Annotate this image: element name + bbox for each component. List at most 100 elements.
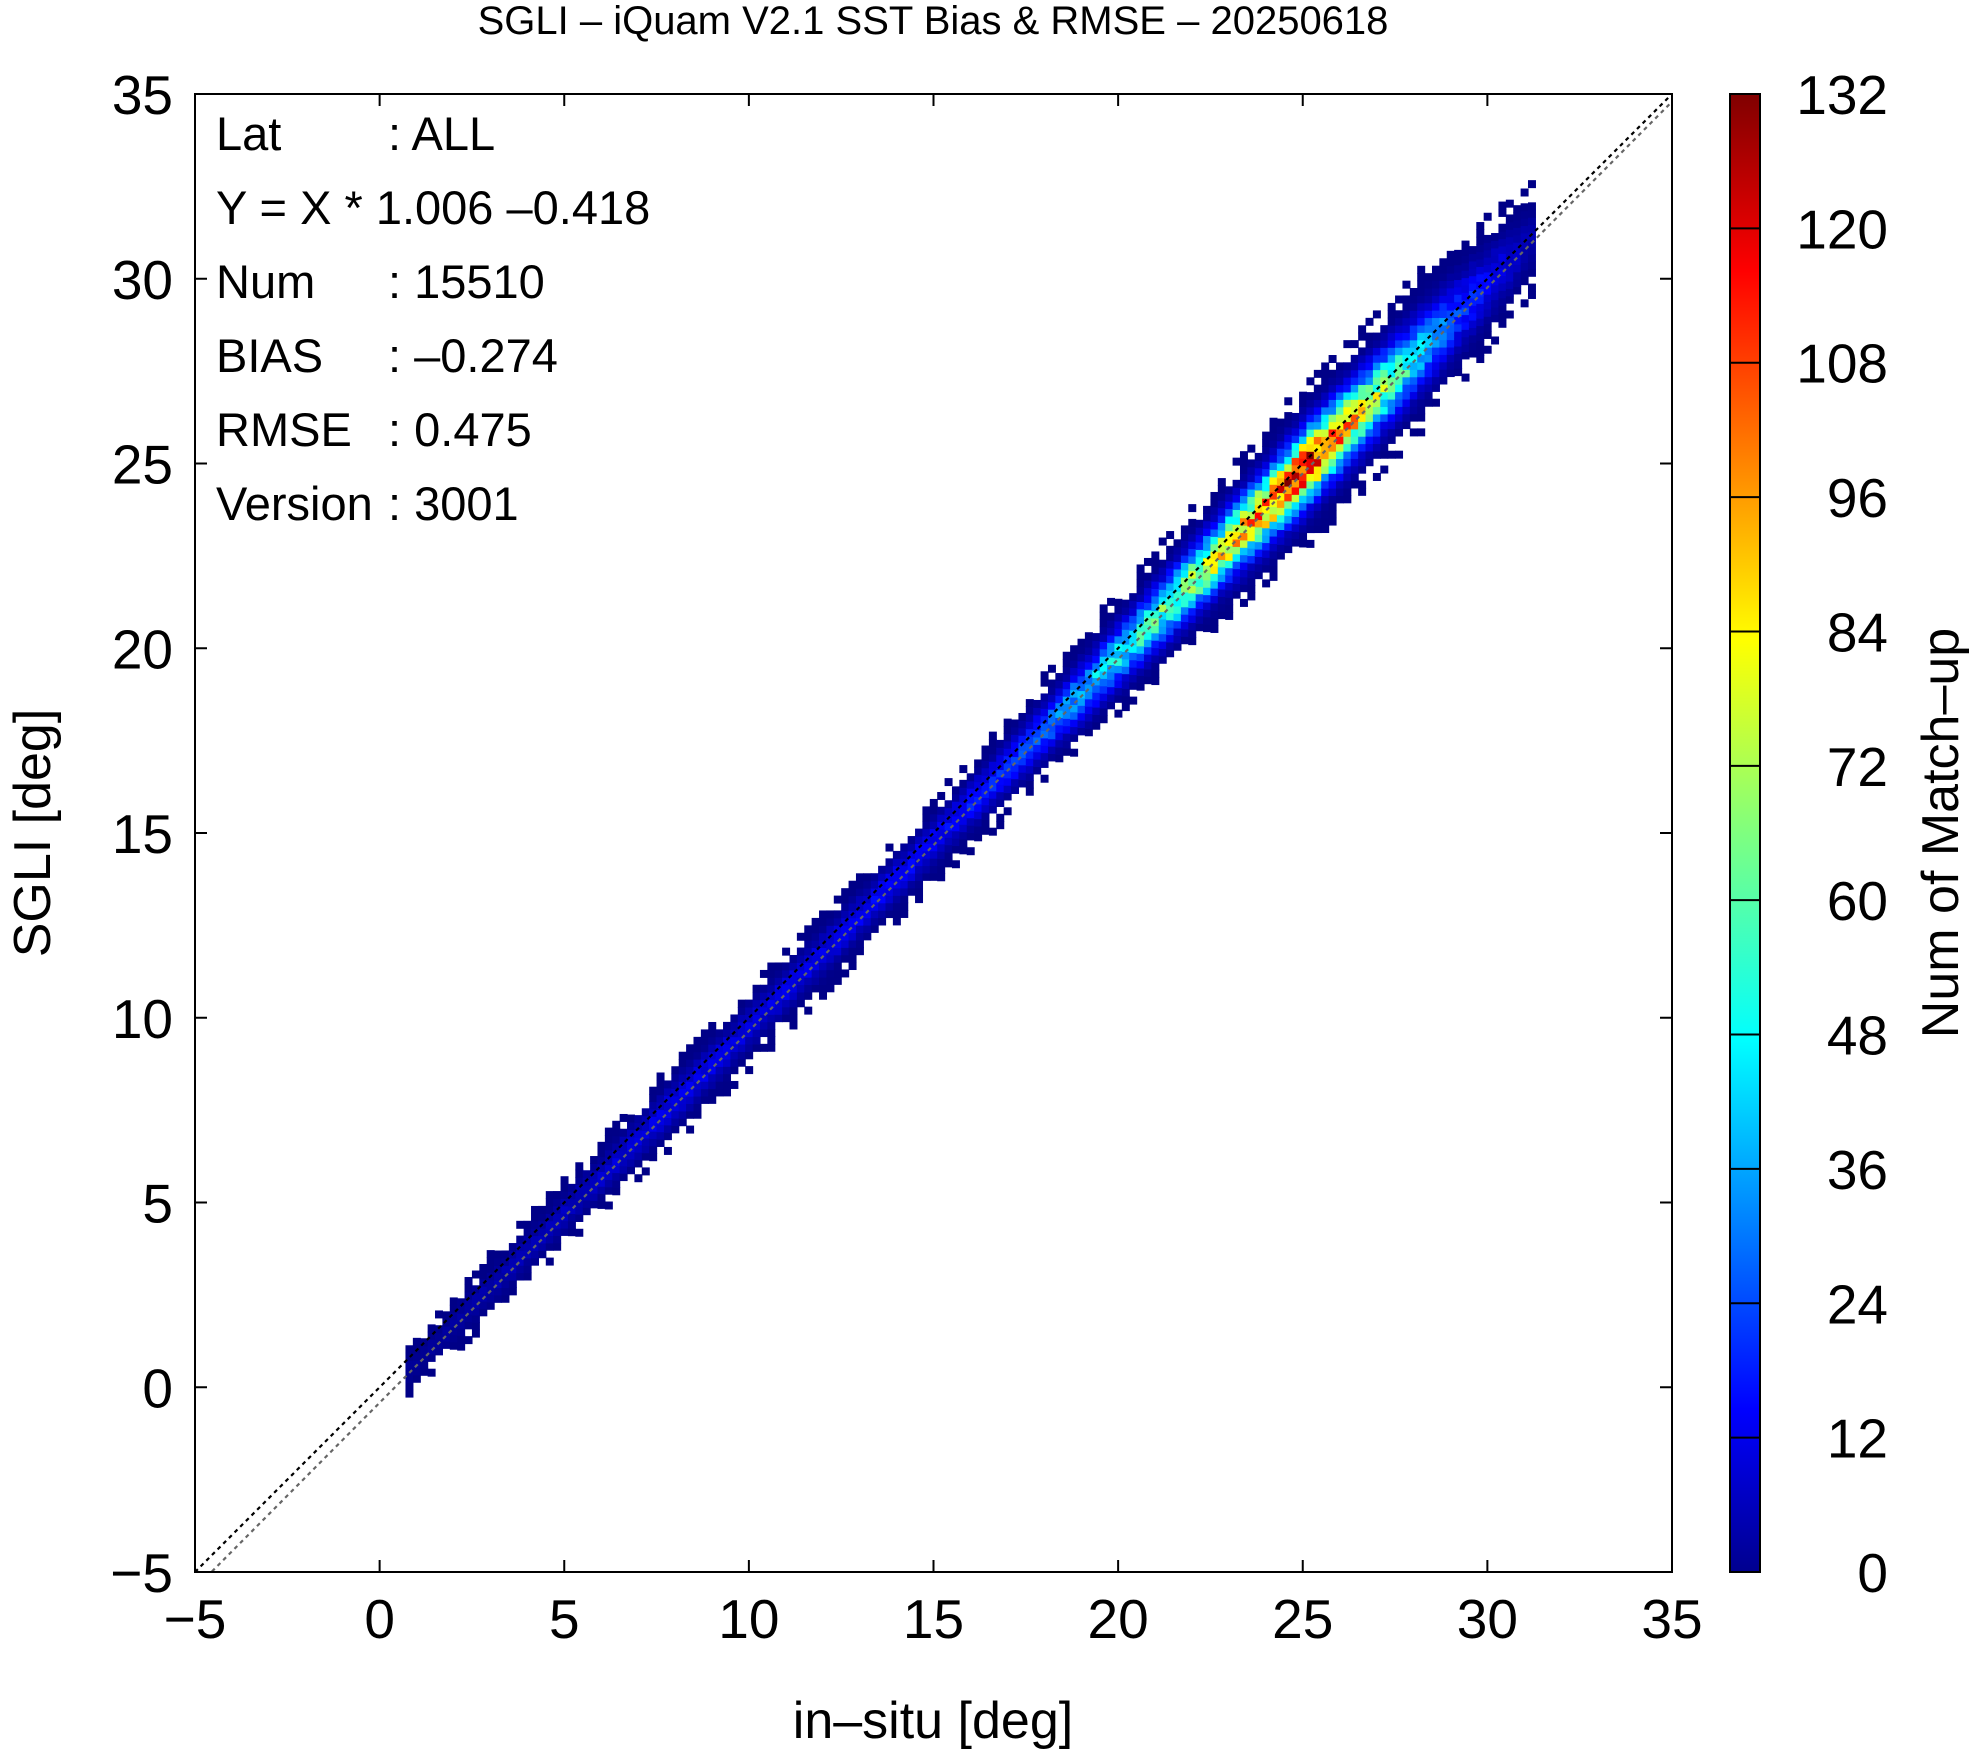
heatmap-cell	[1417, 332, 1426, 341]
heatmap-cell	[582, 1170, 591, 1179]
heatmap-cell	[1084, 639, 1093, 648]
heatmap-cell	[1365, 340, 1374, 348]
heatmap-cell	[1003, 748, 1012, 757]
heatmap-cell	[1439, 310, 1448, 318]
heatmap-cell	[1018, 712, 1027, 721]
heatmap-cell	[1232, 509, 1241, 518]
heatmap-cell	[1395, 347, 1404, 356]
heatmap-cell	[1099, 700, 1108, 709]
heatmap-cell	[1232, 568, 1241, 577]
heatmap-cell	[545, 1235, 554, 1244]
heatmap-cell	[1417, 369, 1426, 378]
heatmap-cell	[1195, 519, 1204, 528]
heatmap-cell	[1358, 428, 1367, 437]
heatmap-cell	[471, 1292, 480, 1301]
heatmap-cell	[1129, 607, 1138, 616]
heatmap-cell	[1291, 464, 1300, 473]
heatmap-cell	[1365, 406, 1374, 415]
heatmap-cell	[1380, 443, 1389, 452]
heatmap-cell	[752, 1029, 761, 1038]
heatmap-cell	[1151, 603, 1160, 612]
heatmap-cell	[619, 1173, 628, 1182]
heatmap-cell	[1151, 677, 1160, 686]
heatmap-cell	[1180, 614, 1189, 623]
heatmap-cell	[1188, 518, 1197, 527]
heatmap-cell	[1084, 669, 1093, 678]
heatmap-cell	[427, 1339, 436, 1348]
heatmap-cell	[1417, 406, 1426, 415]
heatmap-cell	[723, 1058, 732, 1067]
heatmap-cell	[612, 1179, 621, 1188]
heatmap-cell	[1527, 283, 1536, 292]
heatmap-cell	[516, 1220, 525, 1229]
heatmap-cell	[464, 1306, 473, 1315]
heatmap-cell	[597, 1178, 606, 1187]
heatmap-cell	[1225, 545, 1234, 554]
heatmap-cell	[974, 818, 983, 827]
heatmap-cell	[649, 1145, 658, 1154]
heatmap-cell	[1247, 511, 1256, 520]
heatmap-cell	[1328, 391, 1337, 400]
heatmap-cell	[951, 838, 960, 847]
heatmap-cell	[855, 873, 864, 882]
heatmap-cell	[730, 1051, 739, 1060]
heatmap-cell	[959, 831, 968, 840]
heatmap-cell	[1143, 668, 1152, 677]
heatmap-cell	[442, 1318, 451, 1327]
heatmap-cell	[833, 976, 842, 985]
heatmap-cell	[1062, 659, 1071, 668]
heatmap-cell	[1424, 354, 1433, 363]
heatmap-cell	[582, 1207, 591, 1216]
heatmap-cell	[915, 828, 924, 837]
heatmap-cell	[1284, 471, 1293, 480]
heatmap-cell	[1387, 450, 1396, 459]
heatmap-cell	[1483, 308, 1492, 317]
heatmap-cell	[1498, 245, 1507, 254]
heatmap-cell	[885, 843, 894, 852]
heatmap-cell	[479, 1271, 488, 1280]
heatmap-cell	[1077, 668, 1086, 677]
heatmap-cell	[1513, 249, 1522, 258]
heatmap-cell	[1513, 271, 1522, 280]
heatmap-cell	[1358, 421, 1367, 430]
heatmap-cell	[1033, 766, 1042, 775]
heatmap-cell	[1476, 355, 1485, 364]
heatmap-cell	[516, 1235, 525, 1244]
heatmap-cell	[1491, 240, 1500, 249]
heatmap-cell	[1247, 533, 1256, 542]
heatmap-cell	[1409, 413, 1418, 422]
heatmap-cell	[457, 1335, 466, 1344]
heatmap-cell	[1151, 647, 1160, 656]
heatmap-cell	[1180, 628, 1189, 637]
heatmap-cell	[1380, 399, 1389, 408]
heatmap-cell	[1254, 519, 1263, 528]
heatmap-cell	[1306, 480, 1315, 489]
heatmap-cell	[1084, 683, 1093, 692]
heatmap-cell	[1335, 480, 1344, 489]
heatmap-cell	[1254, 482, 1263, 491]
heatmap-cell	[1498, 297, 1507, 306]
heatmap-cell	[1505, 273, 1514, 282]
heatmap-cell	[1446, 265, 1455, 274]
heatmap-cell	[1188, 578, 1197, 586]
heatmap-cell	[1166, 641, 1175, 650]
heatmap-cell	[1380, 347, 1389, 356]
heatmap-cell	[1431, 369, 1440, 378]
heatmap-cell	[501, 1265, 510, 1274]
heatmap-cell	[1114, 665, 1123, 674]
heatmap-cell	[1476, 310, 1485, 319]
heatmap-cell	[870, 895, 879, 904]
heatmap-cell	[708, 1029, 717, 1038]
heatmap-cell	[841, 925, 850, 934]
stat-num-label: Num	[216, 255, 315, 308]
heatmap-cell	[1040, 745, 1049, 754]
heatmap-cell	[582, 1185, 591, 1193]
heatmap-cell	[1055, 702, 1064, 711]
heatmap-cell	[1395, 317, 1404, 326]
heatmap-cell	[1158, 618, 1167, 627]
heatmap-cell	[1254, 467, 1263, 476]
heatmap-cell	[1070, 711, 1079, 720]
heatmap-cell	[1439, 354, 1448, 363]
heatmap-cell	[1092, 692, 1101, 701]
heatmap-cell	[1306, 466, 1315, 474]
